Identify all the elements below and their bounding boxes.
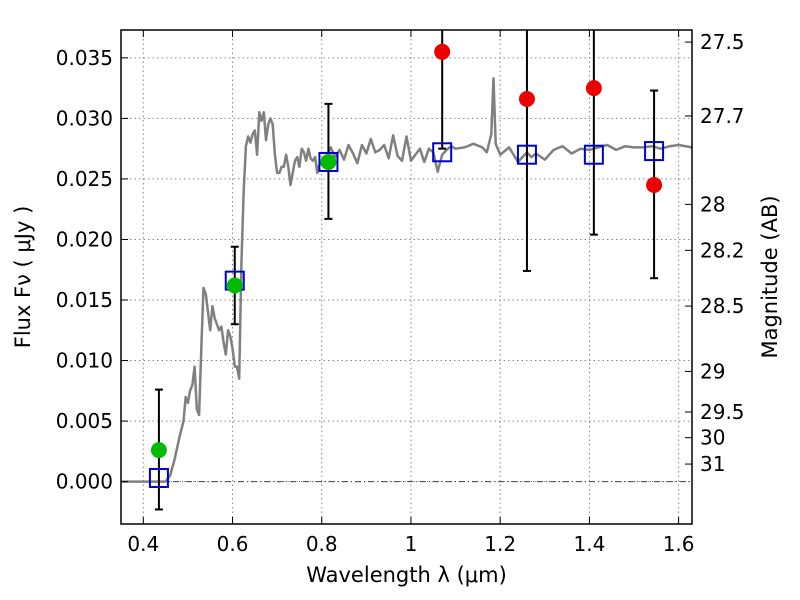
x-tick-label: 0.6	[217, 532, 249, 556]
y-tick-label: 0.010	[56, 349, 113, 373]
magnitude-tick-label: 30	[700, 426, 725, 450]
y-tick-label: 0.005	[56, 409, 113, 433]
green-data-point	[226, 277, 243, 294]
y-tick-label: 0.020	[56, 227, 113, 251]
y-axis-title: Flux Fν ( μJy )	[11, 206, 35, 349]
magnitude-tick-label: 29	[700, 359, 725, 383]
x-axis-ticks: 0.4 0.6 0.8 1 1.2 1.4 1.6	[127, 30, 695, 556]
plot-frame	[120, 29, 693, 525]
green-data-point	[320, 153, 337, 170]
model-square-marker	[516, 144, 537, 165]
template-spectrum-line	[121, 77, 693, 483]
errorbar-layer	[154, 30, 659, 511]
magnitude-tick-label: 28.2	[700, 238, 745, 262]
marker-layer	[148, 43, 665, 488]
y-tick-label: 0.025	[56, 167, 113, 191]
magnitude-tick-label: 27.7	[700, 104, 745, 128]
model-square-marker	[583, 144, 604, 165]
magnitude-tick-label: 29.5	[700, 400, 745, 424]
y-axis-ticks: 0.000 0.005 0.010 0.015 0.020 0.025 0.030 0.035	[56, 46, 128, 494]
x-tick-label: 0.8	[306, 532, 338, 556]
model-square-marker	[432, 142, 453, 163]
model-square-marker	[644, 141, 665, 162]
x-axis-title: Wavelength λ (μm)	[306, 563, 507, 587]
grid	[121, 30, 692, 524]
green-data-point	[150, 442, 167, 459]
y-tick-label: 0.035	[56, 46, 113, 70]
magnitude-tick-label: 28.5	[700, 294, 745, 318]
magnitude-tick-label: 31	[700, 452, 725, 476]
template-spectrum-layer	[121, 77, 693, 483]
x-tick-label: 1.4	[573, 532, 605, 556]
magnitude-tick-label: 28	[700, 192, 725, 216]
x-tick-label: 0.4	[127, 532, 159, 556]
model-square-marker	[318, 151, 339, 172]
y-tick-label: 0.030	[56, 106, 113, 130]
red-data-point	[646, 176, 663, 193]
magnitude-tick-label: 27.5	[700, 30, 745, 54]
model-square-marker	[148, 467, 169, 488]
red-data-point	[518, 91, 535, 108]
y-tick-label: 0.015	[56, 288, 113, 312]
red-data-point	[585, 80, 602, 97]
magnitude-axis-title: Magnitude (AB)	[758, 195, 782, 358]
y-tick-label: 0.000	[56, 470, 113, 494]
x-tick-label: 1.2	[484, 532, 516, 556]
x-tick-label: 1.6	[663, 532, 695, 556]
red-data-point	[434, 43, 451, 60]
x-tick-label: 1	[405, 532, 418, 556]
